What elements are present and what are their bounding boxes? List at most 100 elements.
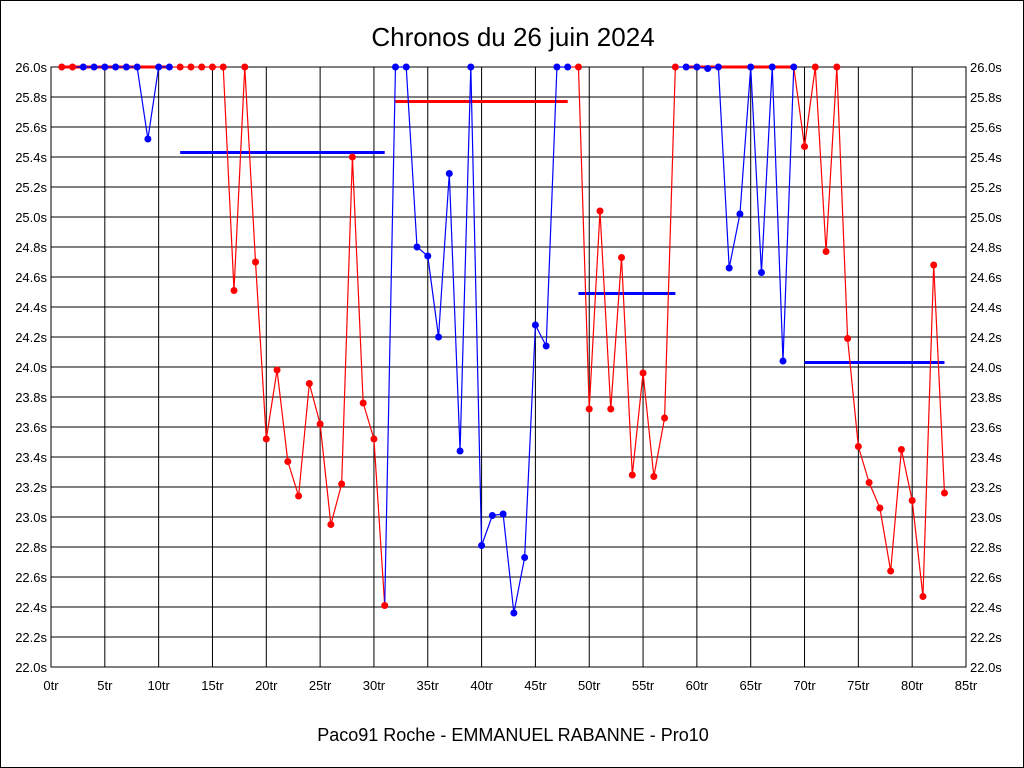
lap-point [628,471,636,479]
lap-segment [341,156,354,485]
lap-segment [922,264,935,597]
lap-point [241,63,249,71]
lap-point [639,369,647,377]
lap-point [542,342,550,350]
lap-segment [233,66,246,291]
y-tick-label-right: 24.0s [970,360,1002,375]
y-tick-label-right: 22.6s [970,570,1002,585]
lap-segment [502,513,515,614]
y-tick-label-right: 23.0s [970,510,1002,525]
lap-point [650,473,658,480]
x-tick-label: 15tr [201,678,224,693]
y-tick-label-left: 24.4s [15,300,47,315]
lap-segment [470,66,483,546]
lap-point [585,405,593,413]
lap-segment [448,173,461,452]
y-tick-label-right: 24.8s [970,240,1002,255]
y-tick-label-right: 23.2s [970,480,1002,495]
x-tick-label: 80tr [901,678,924,693]
x-tick-label: 10tr [147,678,170,693]
lap-point [908,497,916,504]
y-tick-label-right: 24.6s [970,270,1002,285]
lap-point [90,63,98,71]
x-tick-label: 20tr [255,678,278,693]
lap-point [467,63,475,71]
lap-point [940,489,948,497]
lap-segment [244,66,257,263]
lap-point [359,399,367,407]
lap-segment [384,66,397,606]
y-tick-label-right: 25.2s [970,180,1002,195]
lap-segment [900,449,913,501]
lap-point [295,492,303,500]
lap-point [499,510,507,518]
lap-segment [879,507,892,572]
lap-segment [524,324,537,558]
lap-point [521,554,529,561]
y-tick-label-right: 23.8s [970,390,1002,405]
y-tick-label-right: 25.4s [970,150,1002,165]
lap-segment [814,66,827,252]
lap-point [811,63,819,71]
y-tick-label-right: 24.4s [970,300,1002,315]
y-tick-label-left: 22.0s [15,660,47,675]
lap-segment [222,66,235,291]
y-tick-label-right: 22.0s [970,660,1002,675]
lap-segment [287,461,300,497]
lap-segment [771,66,784,362]
lap-point [58,63,66,71]
x-tick-label: 35tr [417,678,440,693]
lap-segment [717,66,730,269]
y-tick-label-right: 22.2s [970,630,1002,645]
lap-segment [890,449,903,572]
x-tick-label: 50tr [578,678,601,693]
chart-title: Chronos du 26 juin 2024 [371,22,654,52]
lap-point [413,243,421,251]
lap-point [887,567,895,575]
lap-point [725,264,733,272]
lap-point [553,63,561,71]
lap-point [574,63,582,71]
lap-point [844,335,852,342]
x-tick-label: 5tr [97,678,113,693]
y-tick-label-left: 24.8s [15,240,47,255]
lap-segment [545,66,558,347]
lap-segment [481,515,493,546]
x-tick-label: 75tr [847,678,870,693]
lap-segment [793,66,806,147]
y-tick-label-left: 22.2s [15,630,47,645]
lap-segment [911,500,924,597]
lap-segment [599,210,612,410]
lap-segment [631,372,644,476]
lap-segment [760,66,773,273]
lap-segment [739,66,752,215]
y-tick-label-right: 24.2s [970,330,1002,345]
lap-point [693,63,701,71]
lap-point [208,63,216,71]
lap-point [133,63,141,71]
lap-segment [373,438,386,606]
lap-segment [254,261,267,440]
y-tick-label-right: 25.0s [970,210,1002,225]
y-tick-label-left: 23.0s [15,510,47,525]
lap-segment [351,156,364,404]
lap-point [122,63,130,71]
y-tick-label-left: 23.2s [15,480,47,495]
lap-point [284,458,292,465]
y-tick-label-left: 26.0s [15,60,47,75]
lap-segment [868,482,881,509]
x-tick-label: 40tr [470,678,493,693]
lap-point [747,63,755,71]
lap-point [305,380,313,387]
lap-point [370,435,378,443]
lap-point [488,512,496,519]
x-tick-label: 85tr [955,678,978,693]
y-tick-label-left: 25.0s [15,210,47,225]
lap-point [316,420,324,428]
lap-segment [588,210,601,410]
lap-segment [362,402,375,440]
lap-segment [405,66,418,248]
lap-segment [319,423,332,525]
lap-segment [663,66,676,419]
lap-point [876,504,884,512]
